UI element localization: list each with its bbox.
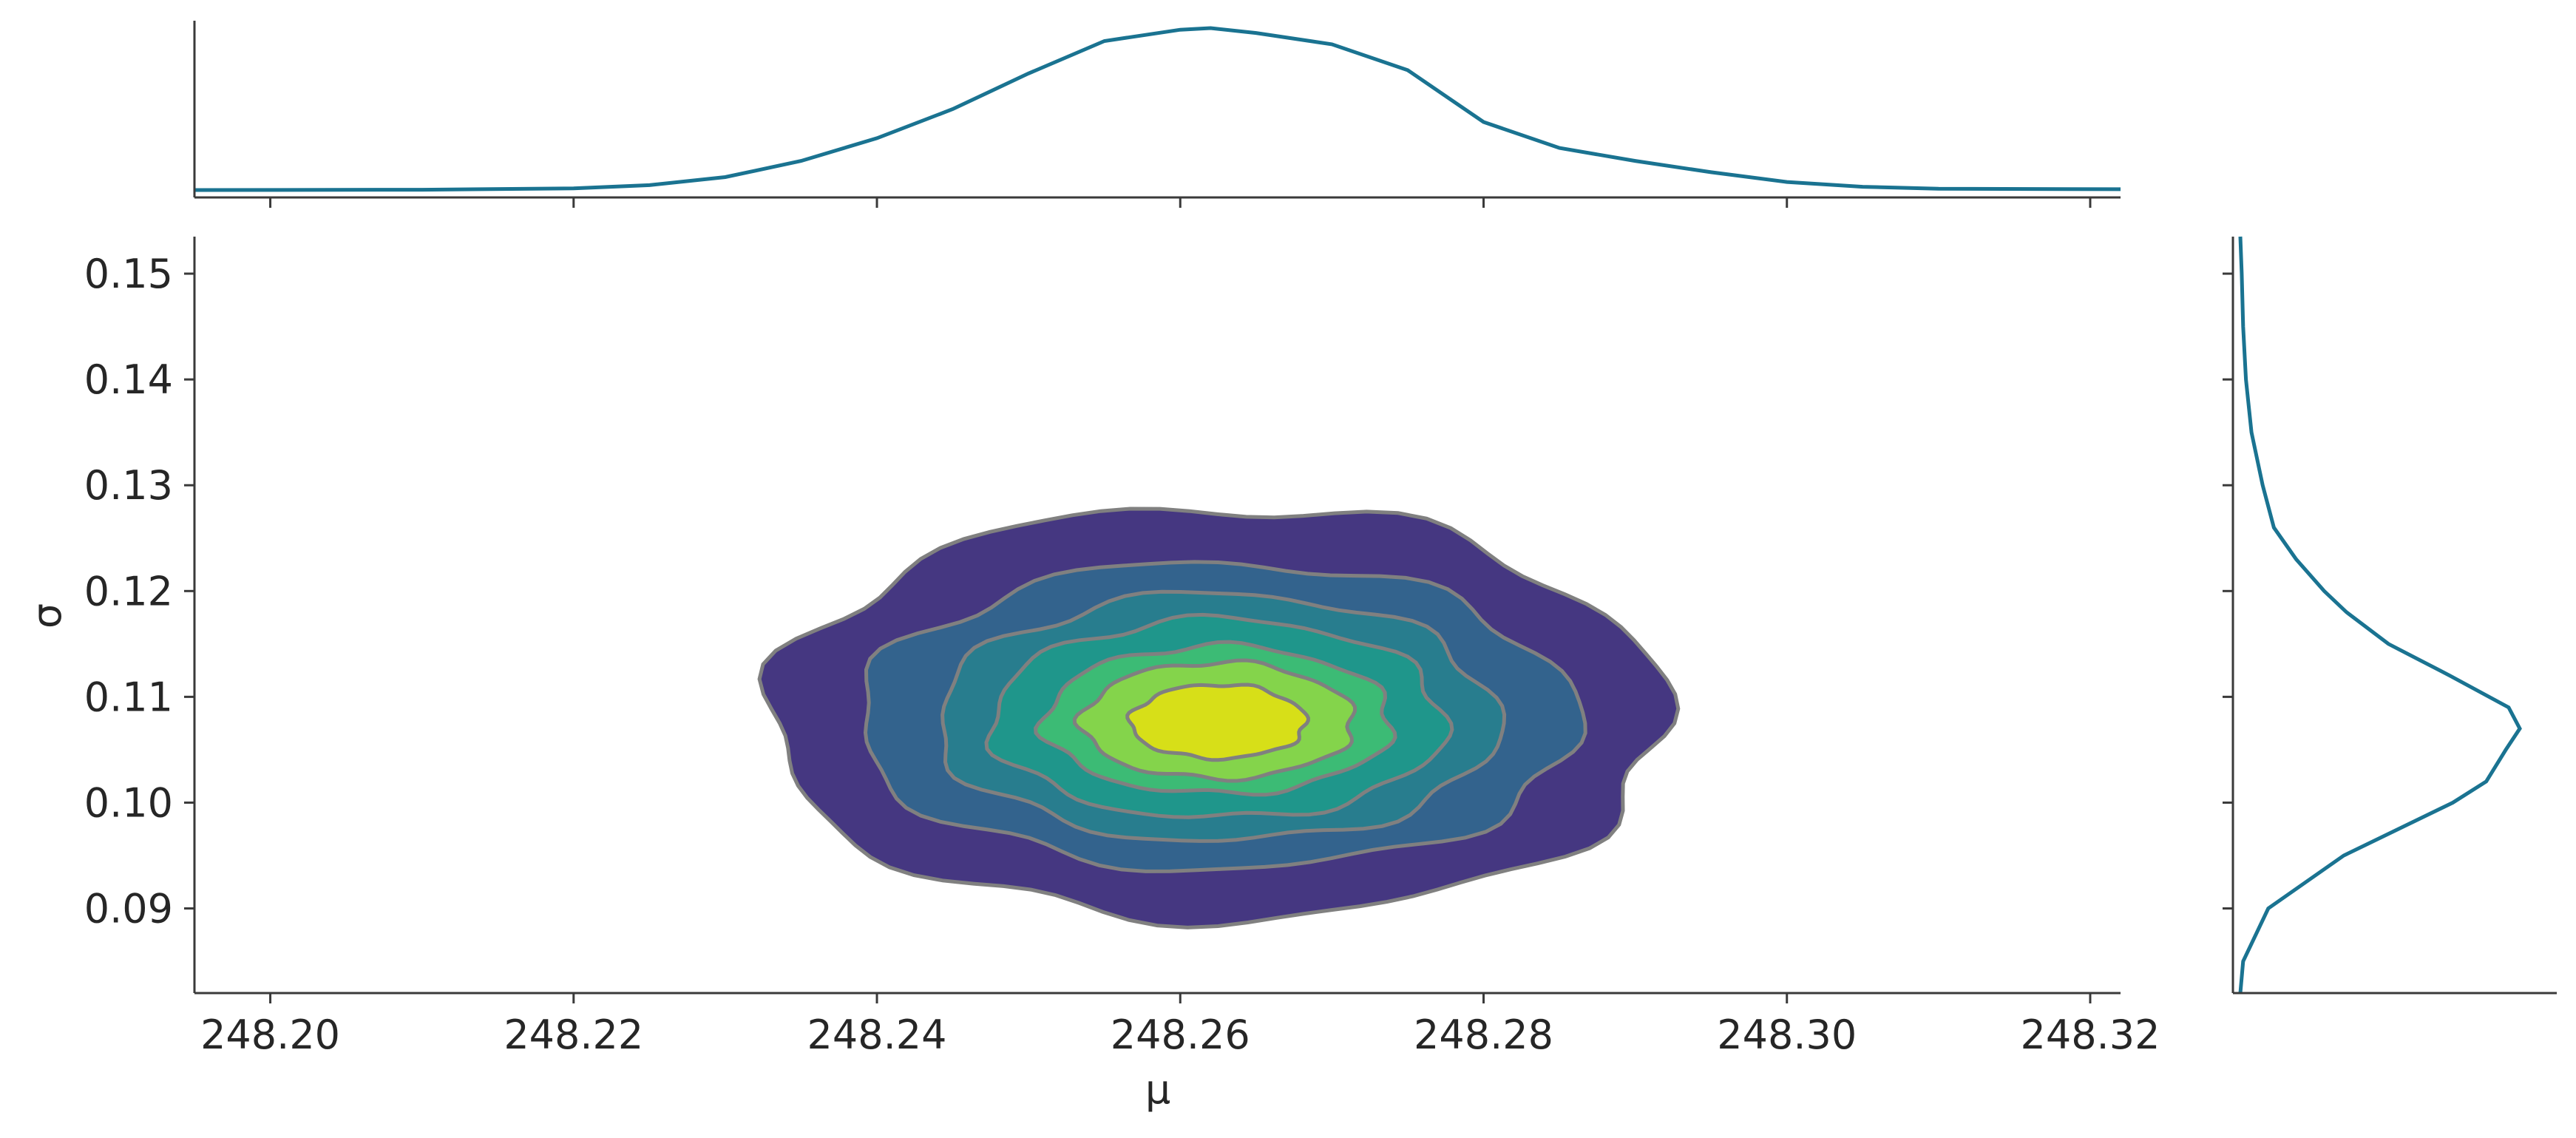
sigma-marginal-panel bbox=[2223, 236, 2557, 995]
x-axis-label: μ bbox=[1145, 1066, 1170, 1113]
y-tick-label: 0.13 bbox=[84, 462, 173, 509]
sigma-density-curve bbox=[2238, 236, 2522, 994]
sigma-marginal-ticks bbox=[2223, 272, 2233, 910]
x-tick-label: 248.20 bbox=[200, 1012, 340, 1058]
joint-panel: 248.20 248.22 248.24 248.26 248.28 248.30 248.… bbox=[24, 237, 2160, 1113]
mu-marginal-ticks bbox=[269, 197, 2092, 208]
x-tick-label: 248.28 bbox=[1414, 1012, 1553, 1058]
mu-density-curve bbox=[194, 26, 2121, 192]
x-axis-ticks: 248.20 248.22 248.24 248.26 248.28 248.30 248.… bbox=[200, 993, 2160, 1058]
contour-level-7 bbox=[1125, 683, 1311, 762]
y-tick-label: 0.10 bbox=[84, 779, 173, 826]
y-tick-label: 0.14 bbox=[84, 356, 173, 403]
y-tick-label: 0.11 bbox=[84, 674, 173, 720]
x-tick-label: 248.30 bbox=[1717, 1012, 1857, 1058]
x-tick-label: 248.22 bbox=[504, 1012, 643, 1058]
y-axis-label: σ bbox=[24, 603, 70, 629]
x-tick-label: 248.24 bbox=[807, 1012, 947, 1058]
y-tick-label: 0.15 bbox=[84, 251, 173, 297]
joint-density-contours bbox=[757, 507, 1681, 929]
y-tick-label: 0.12 bbox=[84, 568, 173, 614]
mu-marginal-panel bbox=[193, 21, 2121, 208]
y-tick-label: 0.09 bbox=[84, 886, 173, 932]
y-axis-ticks: 0.09 0.10 0.11 0.12 0.13 0.14 0.15 bbox=[84, 251, 194, 932]
x-tick-label: 248.32 bbox=[2020, 1012, 2160, 1058]
x-tick-label: 248.26 bbox=[1111, 1012, 1250, 1058]
